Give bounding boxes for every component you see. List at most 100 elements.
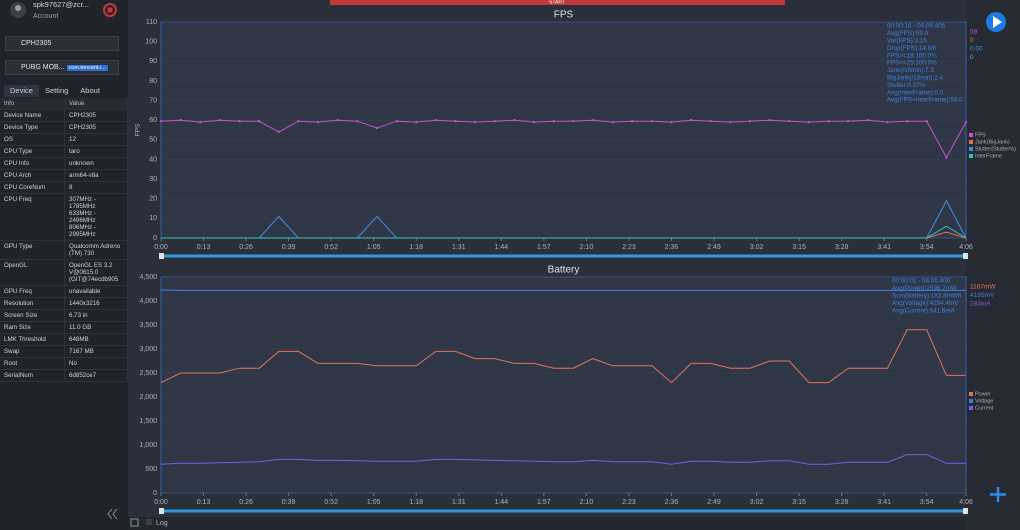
x-tick-label: 1:31 [452,244,466,251]
tab[interactable]: Setting [44,86,69,95]
chart-area: START Log FPS FPS 0 10 20 30 40 50 60 70 80 90 100 11… [128,0,1020,530]
table-cell: Resolution [0,297,65,310]
table-cell: OpenGL ES 3.2 V@0615.0 (GIT@74ecdb905 [64,259,128,286]
point [650,119,654,123]
x-tick-label: 2:10 [580,499,594,506]
x-tick-label: 2:23 [622,499,636,506]
y-tick-label: 3,500 [139,322,157,329]
x-tick-label: 1:44 [495,244,509,251]
y-tick-label: 60 [149,117,157,124]
right-panel [966,0,1020,530]
legend-label: Current [975,405,994,411]
stat-line: Avg(FPS+InterFrame):59.0 [887,97,963,104]
add-button[interactable] [990,487,1006,502]
point [689,118,693,122]
sidebar: spk97627@zcr... Account CPH2305 PUBG MOB… [0,0,128,530]
point [434,118,438,122]
y-tick-label: 70 [149,97,157,104]
y-tick-label: 110 [146,19,157,26]
table-cell: GPU Type [0,240,65,260]
x-tick-label: 0:39 [282,499,296,506]
cell-line: 806MHz - 2995MHz [69,224,96,238]
log-label: Log [156,520,168,527]
point [729,120,732,124]
table-row: Screen Size 6.73 in [0,309,128,322]
account-label[interactable]: Account [33,13,58,20]
user-name: spk97627@zcr... [33,0,89,9]
point [846,119,850,123]
table-row: CPU Arch arm64-v8a [0,169,128,182]
device-select[interactable]: CPH2305 [5,36,119,51]
table-row: LMK Threshold 648MB [0,333,128,346]
bottom-icon[interactable] [130,518,139,527]
x-tick-label: 2:36 [665,499,679,506]
table-row: CPU Info unknown [0,157,128,170]
current-value: 0 [970,37,974,44]
y-tick-label: 1,000 [139,442,157,449]
point [768,118,771,122]
point [375,126,379,130]
header-cell: Value [64,98,128,110]
table-cell: CPH2305 [64,121,128,134]
x-tick-label: 3:28 [835,244,849,251]
legend-swatch [969,133,973,137]
stat-line: Avg(InterFrame):0.0 [887,89,944,96]
point [807,120,811,124]
stat-line: Avg(Voltage):4294.4mV [892,300,959,307]
point [945,156,948,159]
legend-label: Power [975,391,991,397]
table-cell: Device Type [0,121,65,134]
stat-line: Avg(Power):2596.7mW [892,285,957,292]
tab[interactable]: About [80,86,100,95]
header-cell: Info [0,98,65,110]
start-tab[interactable] [330,0,785,5]
point [611,120,614,124]
table-cell: No [64,357,128,370]
x-tick-label: 3:15 [792,244,806,251]
table-row: SerialNum 6d852ce7 [0,369,128,382]
record-button[interactable] [103,3,117,17]
record-stop [107,7,113,13]
app-select[interactable]: PUBG MOB... com.tencent.i... [5,60,119,75]
app-name: PUBG MOB... [21,64,65,71]
point [159,119,163,123]
point [218,118,222,122]
x-tick-label: 0:52 [324,499,338,506]
table-cell: OS [0,133,65,146]
table-cell: SerialNum [0,369,65,382]
app-package: com.tencent.i... [66,65,108,71]
start-tab-label: START [549,0,565,5]
stat-line: BigJank(/10min):2.4 [887,74,943,81]
slider-handle [159,508,164,514]
x-tick-label: 0:26 [239,499,253,506]
point [513,118,516,122]
tab[interactable]: Device [4,85,39,97]
point [591,118,595,122]
y-tick-label: 90 [149,58,157,65]
table-row: GPU Freq unavailable [0,285,128,298]
table-cell: arm64-v8a [64,169,128,182]
current-value: 283mA [970,301,991,308]
legend-label: FPS [975,132,986,138]
y-axis-label: FPS [135,123,142,136]
table-row: CPU CoreNum 8 [0,181,128,194]
y-tick-label: 2,500 [139,370,157,377]
table-row: CPU Type taro [0,145,128,158]
slider-handle [963,508,968,514]
collapse-icon[interactable] [107,508,118,520]
series-line [161,225,967,239]
point [964,120,968,124]
slider-handle [159,253,164,259]
legend-swatch [969,392,973,396]
table-cell: CPU Type [0,145,65,158]
x-tick-label: 2:49 [707,244,721,251]
stat-line: Stutter:0.37% [887,82,926,89]
cell-line: 307MHz - 1785MHz [69,196,96,210]
point [454,119,457,123]
log-checkbox[interactable] [146,519,152,525]
table-cell: LMK Threshold [0,333,65,346]
stat-line: Jank(/10min):7.3 [887,67,934,74]
y-tick-label: 0 [153,235,157,242]
table-cell: GPU Freq [0,285,65,298]
x-tick-label: 3:41 [877,499,891,506]
